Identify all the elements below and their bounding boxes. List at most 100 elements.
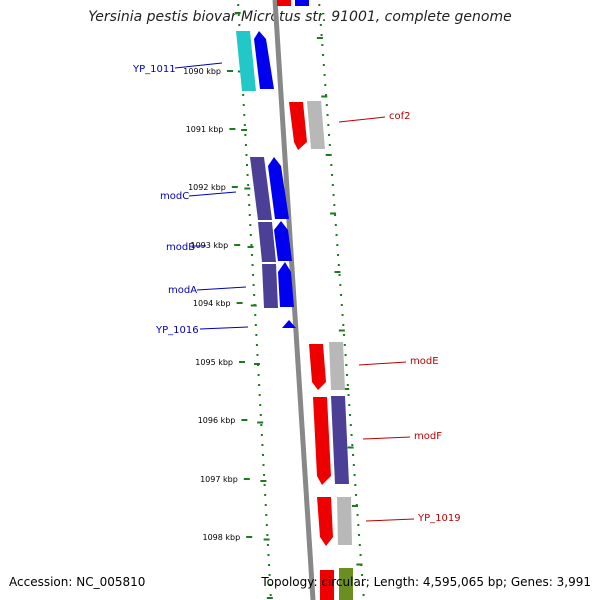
gene-block[interactable]: [274, 221, 292, 261]
gene-block[interactable]: [309, 344, 326, 390]
gene-label-modb[interactable]: modB: [166, 242, 195, 253]
ruler-dot: [268, 574, 271, 576]
gene-block[interactable]: [317, 497, 333, 546]
gene-block[interactable]: [254, 31, 274, 89]
ruler-dot: [259, 414, 262, 416]
ruler-tick: [334, 271, 341, 273]
ruler-tick: [338, 329, 345, 332]
tick-mark: [229, 128, 236, 130]
ruler-dot: [245, 154, 248, 156]
gene-label-modf[interactable]: modF: [414, 431, 442, 442]
gene-block[interactable]: [289, 102, 307, 150]
tick-label: 1090 kbp: [183, 67, 221, 76]
ruler-dot: [249, 224, 252, 226]
gene-block[interactable]: [277, 0, 291, 6]
leader-line: [338, 116, 386, 123]
gene-block[interactable]: [295, 0, 309, 6]
gene-block[interactable]: [278, 262, 294, 307]
leader-line: [365, 518, 415, 522]
ruler-tick: [247, 246, 254, 248]
ruler-dot: [346, 374, 349, 376]
leader-line: [362, 436, 411, 440]
leader-lines: [174, 62, 415, 522]
ruler-dot: [237, 14, 240, 16]
gene-block[interactable]: [268, 157, 289, 219]
ruler-dot: [260, 424, 263, 426]
gene-block[interactable]: [307, 101, 325, 149]
ruler-dot: [252, 284, 255, 286]
ruler-dot: [259, 404, 262, 406]
tick-mark: [239, 361, 245, 363]
ruler-dot: [356, 514, 359, 516]
ruler-dot: [325, 94, 328, 96]
tick-label: 1095 kbp: [195, 358, 233, 367]
gene-block[interactable]: [339, 568, 353, 600]
accession-text: Accession: NC_005810: [9, 575, 146, 589]
gene-block[interactable]: [282, 320, 296, 328]
ruler-dot: [318, 4, 321, 6]
ruler-dot: [359, 554, 362, 556]
tick-mark: [234, 244, 241, 246]
tick-mark: [236, 302, 243, 304]
gene-label-moda[interactable]: modA: [168, 285, 197, 296]
gene-block[interactable]: [262, 264, 278, 308]
ruler-dot: [251, 264, 254, 266]
gene-label-modc[interactable]: modC: [160, 191, 189, 202]
ruler-dot: [339, 284, 342, 286]
tick-label: 1091 kbp: [186, 125, 224, 134]
ruler-dot: [255, 334, 258, 336]
gene-block[interactable]: [331, 396, 349, 484]
gene-label-yp_1016[interactable]: YP_1016: [155, 325, 199, 336]
left-ruler: [234, 4, 273, 599]
tick-labels: 1090 kbp 1091 kbp 1092 kbp 1093 kbp 1094 kbp…: [183, 67, 253, 542]
ruler-dot: [246, 164, 249, 166]
ruler-dot: [333, 204, 336, 206]
ruler-dot: [242, 104, 245, 106]
gene-block[interactable]: [236, 31, 256, 91]
ruler-dot: [322, 64, 325, 66]
ruler-dot: [319, 14, 322, 16]
ruler-dot: [250, 254, 253, 256]
ruler-dot: [253, 294, 256, 296]
ruler-dot: [263, 474, 266, 476]
gene-label-yp_1011[interactable]: YP_1011: [132, 64, 176, 75]
ruler-dot: [250, 244, 253, 246]
gene-block[interactable]: [320, 570, 334, 600]
ruler-tick: [356, 563, 363, 566]
gene-block[interactable]: [258, 222, 276, 262]
gene-block[interactable]: [329, 342, 345, 390]
ruler-dot: [340, 304, 343, 306]
ruler-dot: [258, 394, 261, 396]
gene-block[interactable]: [250, 157, 272, 220]
ruler-dot: [326, 114, 329, 116]
ruler-tick: [250, 304, 257, 307]
ruler-dot: [325, 104, 328, 106]
right-ruler: [316, 4, 365, 596]
gene-block[interactable]: [337, 497, 352, 545]
ruler-dot: [267, 554, 270, 556]
ruler-dot: [358, 544, 361, 546]
ruler-dot: [343, 334, 346, 336]
ruler-dot: [357, 524, 360, 526]
ruler-dot: [254, 314, 257, 316]
ruler-dot: [249, 234, 252, 236]
gene-block[interactable]: [313, 397, 331, 485]
tick-label: 1094 kbp: [193, 299, 231, 308]
tick-label: 1098 kbp: [202, 533, 240, 542]
gene-label-cof2[interactable]: cof2: [389, 111, 411, 122]
tick-mark: [246, 536, 253, 538]
tick-label: 1092 kbp: [188, 183, 226, 192]
ruler-dot: [257, 374, 260, 376]
gene-labels: YP_1011 modC modB modA YP_1016 cof2 modE modF YP…: [132, 64, 461, 524]
ruler-dot: [266, 534, 269, 536]
ruler-dot: [269, 584, 272, 586]
ruler-dot: [322, 54, 325, 56]
gene-label-yp_1019[interactable]: YP_1019: [417, 513, 461, 524]
ruler-dot: [338, 274, 341, 276]
ruler-dot: [358, 534, 361, 536]
ruler-dot: [242, 94, 245, 96]
ruler-dot: [352, 464, 355, 466]
gene-label-mode[interactable]: modE: [410, 356, 439, 367]
tick-mark: [231, 186, 238, 188]
ruler-dot: [362, 594, 365, 596]
